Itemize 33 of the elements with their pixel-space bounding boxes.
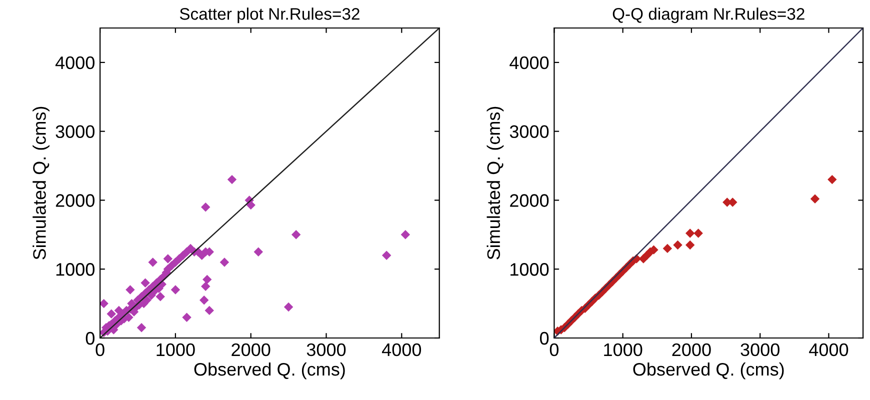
x-axis-title: Observed Q. (cms) bbox=[194, 362, 345, 380]
x-tick-label: 2000 bbox=[232, 343, 270, 356]
x-tick-label: 1000 bbox=[156, 343, 195, 356]
point bbox=[828, 174, 837, 184]
chart-title: Scatter plot Nr.Rules=32 bbox=[180, 8, 360, 24]
y-tick-label: 2000 bbox=[56, 194, 94, 207]
chart-title: Q-Q diagram Nr.Rules=32 bbox=[612, 8, 804, 24]
x-tick-label: 3000 bbox=[306, 343, 346, 356]
x-tick-label: 4000 bbox=[809, 343, 848, 356]
y-tick-label: 2000 bbox=[510, 194, 549, 207]
x-tick-label: 0 bbox=[96, 343, 104, 356]
point bbox=[810, 194, 820, 204]
point bbox=[662, 244, 672, 254]
y-tick-label: 4000 bbox=[55, 56, 94, 70]
point bbox=[685, 240, 695, 250]
x-tick-label: 2000 bbox=[672, 343, 711, 356]
y-axis-title: Simulated Q. (cms) bbox=[486, 106, 504, 260]
x-tick-label: 3000 bbox=[740, 343, 780, 356]
point bbox=[685, 228, 695, 238]
y-tick-label: 4000 bbox=[510, 56, 549, 70]
y-tick-label: 3000 bbox=[56, 125, 94, 138]
y-tick-label: 0 bbox=[540, 332, 549, 345]
point bbox=[673, 240, 682, 250]
x-tick-label: 4000 bbox=[382, 343, 422, 356]
x-tick-label: 0 bbox=[550, 343, 559, 356]
x-tick-label: 1000 bbox=[604, 343, 642, 356]
x-axis-title: Observed Q. (cms) bbox=[633, 362, 784, 380]
point bbox=[694, 228, 703, 238]
y-tick-label: 3000 bbox=[510, 125, 549, 138]
y-tick-label: 0 bbox=[86, 332, 94, 345]
y-tick-label: 1000 bbox=[510, 263, 549, 276]
y-tick-label: 1000 bbox=[56, 263, 94, 276]
y-axis-title: Simulated Q. (cms) bbox=[32, 106, 50, 260]
